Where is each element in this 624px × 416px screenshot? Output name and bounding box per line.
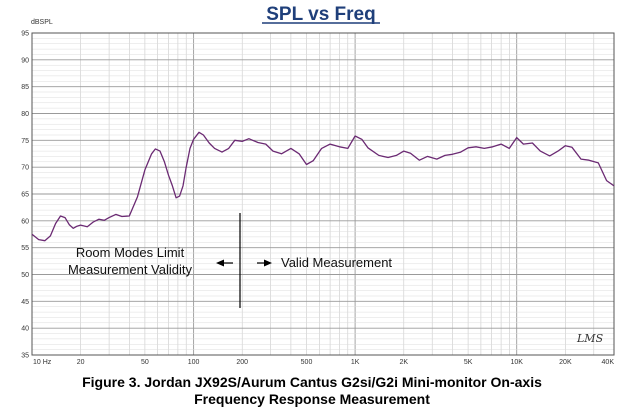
y-tick-label: 75 (21, 138, 29, 145)
y-tick-label: 95 (21, 31, 29, 38)
lms-logo: LMS (576, 332, 604, 345)
y-tick-label: 70 (21, 165, 29, 172)
x-tick-label: 20 (77, 359, 85, 366)
grid (31, 32, 615, 356)
x-tick-label: 500 (301, 359, 313, 366)
y-tick-label: 90 (21, 57, 29, 64)
y-tick-label: 80 (21, 111, 29, 118)
x-tick-label: 10K (510, 359, 523, 366)
annotation-room-modes-line1: Room Modes Limit (76, 245, 185, 260)
y-tick-label: 55 (21, 245, 29, 252)
x-tick-label: 20K (559, 359, 572, 366)
frequency-response-line (31, 131, 615, 242)
y-tick-label: 40 (21, 326, 29, 333)
x-tick-label: 100 (188, 359, 200, 366)
arrow-right-icon (257, 259, 272, 267)
x-tick-label: 2K (400, 359, 409, 366)
x-tick-label: 1K (351, 359, 360, 366)
figure-caption-line2: Frequency Response Measurement (194, 391, 430, 407)
x-tick-label: 40K (602, 359, 615, 366)
y-tick-label: 35 (21, 353, 29, 360)
arrow-left-icon (216, 259, 233, 267)
axis-ticks: 95 90 85 80 75 70 65 60 55 50 45 40 35 10 Hz 20 50 100 20… (21, 31, 614, 367)
y-axis-label: dBSPL (31, 19, 53, 26)
y-tick-label: 65 (21, 192, 29, 199)
figure-caption-line1: Figure 3. Jordan JX92S/Aurum Cantus G2si… (82, 374, 542, 390)
x-tick-label: 5K (464, 359, 473, 366)
annotation-room-modes-line2: Measurement Validity (68, 262, 193, 277)
x-tick-label: 200 (236, 359, 248, 366)
y-tick-label: 45 (21, 299, 29, 306)
plot-frame (31, 32, 615, 356)
y-tick-label: 50 (21, 272, 29, 279)
series-group (31, 131, 615, 242)
y-tick-label: 85 (21, 84, 29, 91)
chart-title: SPL vs Freq (266, 4, 375, 25)
x-tick-label: 50 (141, 359, 149, 366)
annotation-valid-measurement: Valid Measurement (281, 255, 392, 270)
x-tick-label: 10 Hz (33, 359, 52, 366)
y-tick-label: 60 (21, 218, 29, 225)
